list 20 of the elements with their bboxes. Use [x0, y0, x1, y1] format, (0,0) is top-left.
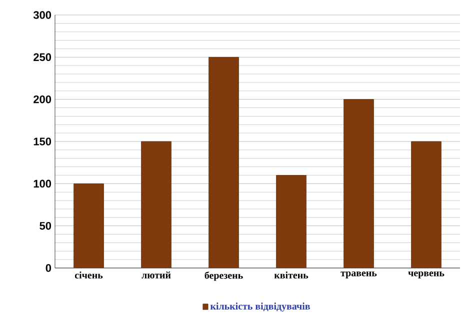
bar — [141, 141, 172, 268]
bar — [411, 141, 442, 268]
y-tick-label: 150 — [34, 138, 52, 146]
x-tick-label: січень — [74, 272, 103, 279]
y-tick-label: 50 — [40, 222, 52, 230]
bar — [276, 175, 306, 268]
y-tick-label: 100 — [34, 180, 52, 188]
x-tick-label: травень — [340, 272, 377, 278]
x-tick-label: квітень — [274, 272, 308, 279]
x-tick-label: лютий — [142, 272, 171, 278]
bar — [74, 183, 104, 268]
y-tick-label: 250 — [34, 53, 52, 62]
y-tick-label: 0 — [46, 264, 52, 272]
y-tick-label: 300 — [33, 11, 52, 19]
x-tick-label: червень — [408, 272, 444, 278]
bar — [208, 56, 239, 268]
bar — [344, 99, 374, 268]
y-tick-label: 200 — [34, 95, 52, 104]
legend-label: кількість відвідувачів — [210, 302, 310, 312]
x-tick-label: березень — [204, 272, 243, 281]
